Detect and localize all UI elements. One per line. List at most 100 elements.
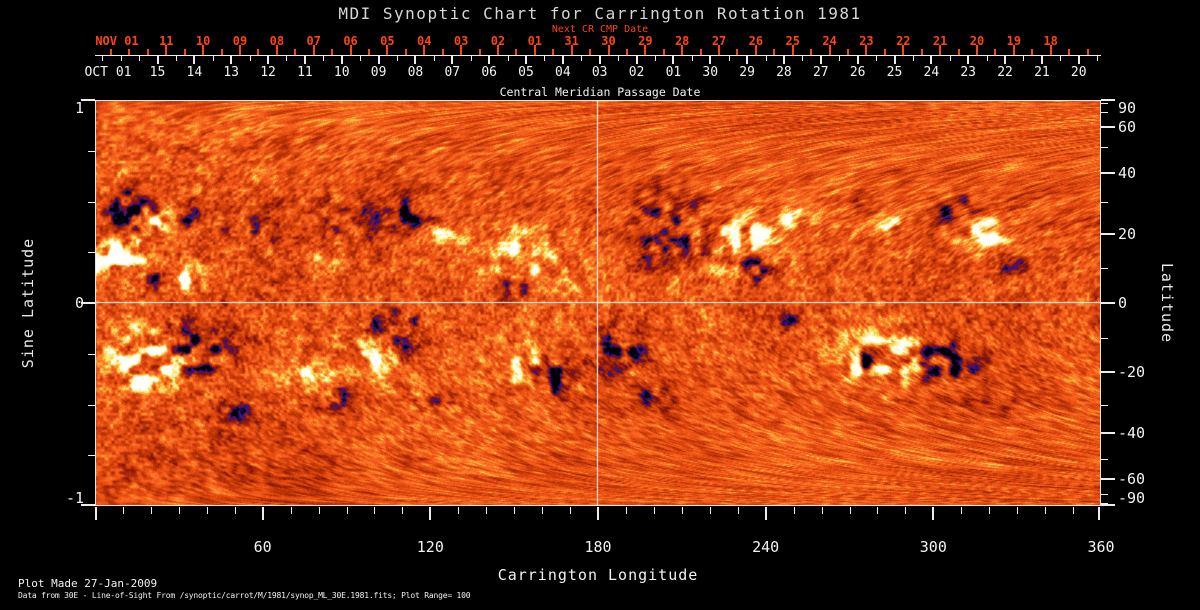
tick-mark (766, 56, 767, 61)
tick-mark (709, 56, 711, 64)
tick-label: 18 (1043, 34, 1058, 48)
tick-label: 27 (711, 34, 727, 48)
tick-mark (110, 49, 112, 55)
tick-label: -1 (65, 489, 84, 507)
tick-mark (1031, 49, 1033, 55)
tick-mark (304, 56, 306, 64)
tick-mark (451, 56, 453, 64)
tick-label: 27 (812, 65, 829, 80)
tick-label: 28 (674, 34, 690, 48)
tick-mark (865, 45, 867, 55)
tick-mark (552, 49, 554, 55)
tick-mark (654, 507, 655, 514)
tick-mark (571, 45, 573, 55)
tick-label: 05 (380, 34, 395, 48)
tick-mark (905, 507, 906, 514)
tick-mark (1097, 56, 1098, 61)
tick-label: 12 (260, 65, 276, 80)
tick-mark (286, 56, 287, 61)
tick-mark (950, 56, 951, 61)
tick-mark (202, 45, 204, 55)
tick-label: 06 (343, 34, 358, 48)
tick-mark (839, 56, 840, 61)
tick-label: 19 (1006, 34, 1022, 48)
tick-label: 07 (306, 34, 321, 48)
tick-mark (434, 56, 435, 61)
tick-mark (967, 56, 969, 64)
bottom-axis-title: Carrington Longitude (497, 566, 699, 584)
tick-mark (460, 45, 462, 55)
tick-label: 24 (822, 34, 837, 48)
tick-mark (930, 56, 932, 64)
tick-mark (497, 45, 499, 55)
tick-mark (636, 56, 638, 64)
tick-mark (488, 56, 490, 64)
tick-label: 01 (527, 34, 543, 48)
tick-mark (374, 507, 375, 514)
tick-label: 300 (919, 538, 947, 556)
tick-mark (508, 56, 509, 61)
tick-label: 0 (74, 294, 84, 312)
tick-mark (542, 507, 543, 514)
tick-mark (1101, 99, 1115, 101)
tick-mark (88, 455, 95, 456)
tick-label: 10 (195, 34, 211, 48)
tick-mark (95, 507, 97, 520)
tick-mark (515, 49, 517, 55)
tick-mark (570, 507, 571, 514)
tick-mark (121, 56, 122, 61)
tick-mark (802, 56, 803, 61)
tick-mark (176, 56, 177, 61)
tick-mark (486, 507, 487, 514)
tick-mark (626, 507, 627, 514)
tick-label: 180 (584, 538, 612, 556)
tick-mark (1101, 103, 1108, 104)
tick-mark (1050, 45, 1052, 55)
tick-mark (262, 507, 264, 520)
tick-mark (1101, 233, 1115, 235)
tick-mark (402, 507, 403, 514)
tick-mark (718, 45, 720, 55)
tick-mark (976, 45, 978, 55)
tick-mark (562, 56, 564, 64)
tick-mark (165, 45, 167, 55)
tick-mark (682, 507, 683, 514)
tick-mark (1101, 268, 1108, 269)
tick-mark (921, 49, 923, 55)
tick-mark (360, 56, 361, 61)
tick-mark (939, 45, 941, 55)
tick-mark (397, 56, 398, 61)
right-axis-title: Latitude (1158, 262, 1176, 344)
tick-mark (525, 56, 527, 64)
tick-mark (323, 56, 324, 61)
tick-mark (847, 49, 849, 55)
tick-mark (1087, 49, 1089, 55)
tick-mark (213, 56, 214, 61)
tick-mark (1101, 112, 1108, 113)
tick-label: 240 (752, 538, 780, 556)
tick-label: 01 (665, 65, 682, 80)
tick-mark (1101, 172, 1115, 174)
tick-mark (1101, 147, 1108, 148)
tick-mark (608, 45, 610, 55)
tick-mark (221, 49, 223, 55)
tick-mark (88, 151, 95, 152)
tick-label: 20 (1070, 65, 1087, 80)
cmp-axis-title: Central Meridian Passage Date (499, 85, 701, 99)
tick-mark (710, 507, 711, 514)
tick-label: 120 (416, 538, 444, 556)
tick-mark (1013, 45, 1015, 55)
tick-mark (589, 49, 591, 55)
tick-label: 31 (564, 34, 579, 48)
tick-label: 03 (453, 34, 469, 48)
left-axis-title: Sine Latitude (19, 237, 37, 369)
tick-mark (1101, 504, 1115, 506)
tick-mark (378, 56, 380, 64)
tick-mark (746, 56, 748, 64)
tick-mark (913, 56, 914, 61)
tick-mark (618, 56, 619, 61)
tick-mark (147, 49, 149, 55)
tick-mark (514, 507, 515, 514)
tick-mark (193, 56, 195, 64)
